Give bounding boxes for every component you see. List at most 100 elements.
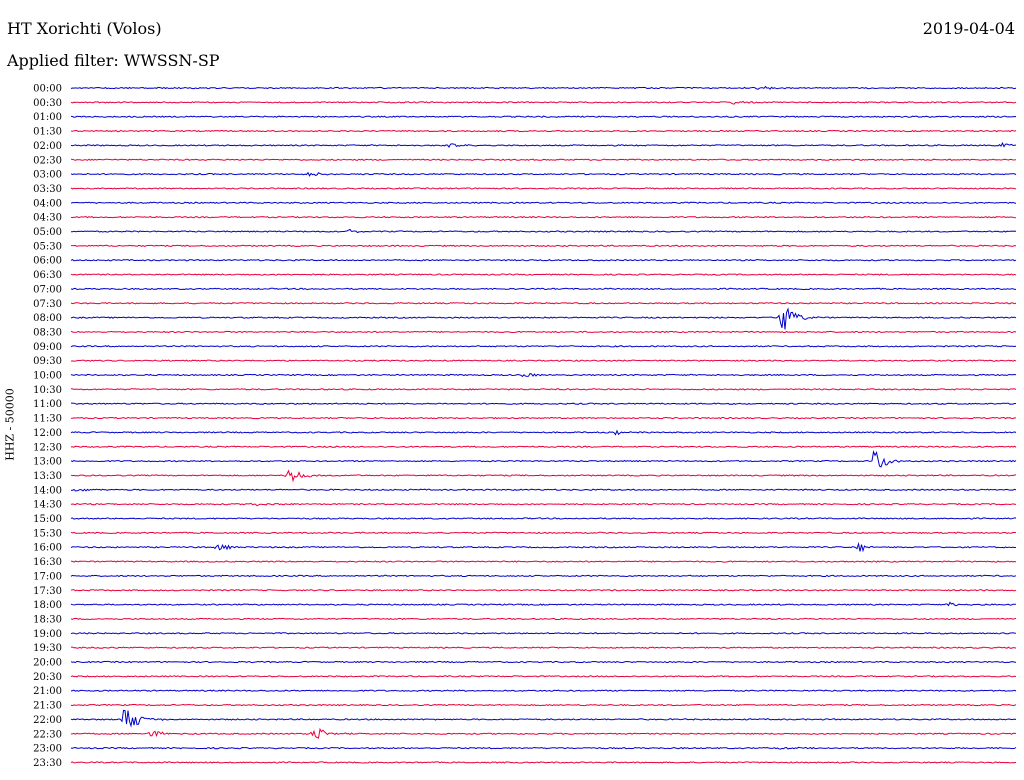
row-time-label: 20:00: [33, 658, 62, 669]
trace-line: [70, 345, 1017, 348]
row-time-label: 13:00: [33, 457, 62, 468]
trace-line: [70, 675, 1017, 678]
trace-line: [70, 215, 1017, 219]
trace-line: [70, 129, 1017, 133]
row-time-label: 09:00: [33, 342, 62, 353]
row-time-label: 08:00: [33, 313, 62, 324]
row-time-label: 11:30: [33, 414, 62, 425]
trace-line: [70, 709, 1017, 728]
row-time-label: 02:00: [33, 141, 62, 152]
trace-line: [71, 646, 1017, 649]
trace-line: [71, 402, 1016, 405]
row-time-label: 01:30: [33, 127, 62, 138]
trace-line: [70, 287, 1016, 291]
row-time-label: 16:00: [33, 543, 62, 554]
row-time-label: 14:30: [33, 500, 62, 511]
trace-line: [70, 228, 1017, 234]
row-time-label: 10:00: [33, 371, 62, 382]
row-time-label: 20:30: [33, 672, 62, 683]
row-time-label: 15:00: [33, 514, 62, 525]
row-time-label: 09:30: [33, 356, 62, 367]
trace-line: [70, 85, 1017, 90]
row-time-label: 07:30: [33, 299, 62, 310]
trace-line: [70, 761, 1017, 764]
trace-line: [70, 359, 1017, 362]
trace-line: [70, 373, 1017, 378]
trace-line: [70, 388, 1017, 391]
row-time-label: 04:30: [33, 213, 62, 224]
trace-line: [70, 589, 1017, 592]
date-label: 2019-04-04: [922, 19, 1015, 38]
filter-label: Applied filter: WWSSN-SP: [7, 51, 220, 70]
trace-line: [70, 115, 1017, 118]
trace-line: [70, 429, 1017, 436]
trace-line: [70, 445, 1017, 448]
row-time-label: 04:00: [33, 198, 62, 209]
trace-line: [70, 158, 1017, 161]
row-time-label: 01:00: [33, 112, 62, 123]
trace-line: [70, 307, 1017, 330]
trace-line: [70, 502, 1017, 507]
row-time-label: 23:00: [33, 744, 62, 755]
trace-line: [70, 488, 1017, 492]
trace-line: [70, 703, 1017, 707]
trace-line: [70, 541, 1017, 553]
trace-line: [70, 660, 1017, 664]
station-title: HT Xorichti (Volos): [7, 19, 162, 38]
row-time-label: 00:00: [33, 84, 62, 95]
row-time-label: 07:00: [33, 284, 62, 295]
trace-line: [70, 201, 1017, 204]
trace-line: [70, 574, 1017, 578]
trace-line: [70, 171, 1017, 177]
row-time-label: 03:00: [33, 170, 62, 181]
row-time-label: 21:00: [33, 686, 62, 697]
row-time-label: 18:00: [33, 600, 62, 611]
row-time-label: 06:30: [33, 270, 62, 281]
trace-line: [71, 244, 1017, 247]
trace-line: [70, 450, 1017, 468]
row-time-label: 02:30: [33, 155, 62, 166]
trace-line: [70, 632, 1017, 635]
trace-line: [70, 601, 1017, 607]
trace-line: [70, 141, 1017, 149]
row-time-label: 16:30: [33, 557, 62, 568]
trace-line: [70, 560, 1017, 563]
trace-line: [70, 517, 1017, 520]
row-time-label: 00:30: [33, 98, 62, 109]
trace-line: [70, 302, 1017, 305]
row-time-label: 21:30: [33, 701, 62, 712]
trace-line: [70, 330, 1017, 334]
row-time-label: 17:00: [33, 571, 62, 582]
row-time-label: 15:30: [33, 528, 62, 539]
row-time-label: 19:00: [33, 629, 62, 640]
row-time-label: 23:30: [33, 758, 62, 769]
trace-line: [70, 273, 1017, 276]
trace-line: [70, 727, 1017, 739]
trace-line: [70, 617, 1017, 621]
trace-line: [70, 469, 1017, 483]
trace-line: [70, 187, 1017, 190]
row-time-label: 06:00: [33, 256, 62, 267]
trace-line: [70, 746, 1017, 750]
row-time-label: 19:30: [33, 643, 62, 654]
row-time-label: 05:00: [33, 227, 62, 238]
row-time-label: 12:30: [33, 442, 62, 453]
trace-line: [70, 100, 1017, 105]
row-time-label: 22:00: [33, 715, 62, 726]
row-time-label: 08:30: [33, 327, 62, 338]
row-time-label: 22:30: [33, 729, 62, 740]
trace-line: [70, 258, 1017, 262]
row-time-label: 14:00: [33, 485, 62, 496]
trace-line: [70, 531, 1017, 535]
row-time-label: 13:30: [33, 471, 62, 482]
row-time-label: 12:00: [33, 428, 62, 439]
row-time-label: 17:30: [33, 586, 62, 597]
trace-line: [70, 689, 1017, 692]
row-time-label: 18:30: [33, 614, 62, 625]
row-time-label: 05:30: [33, 241, 62, 252]
row-time-label: 11:00: [33, 399, 62, 410]
row-time-label: 03:30: [33, 184, 62, 195]
row-time-label: 10:30: [33, 385, 62, 396]
trace-line: [71, 416, 1017, 420]
